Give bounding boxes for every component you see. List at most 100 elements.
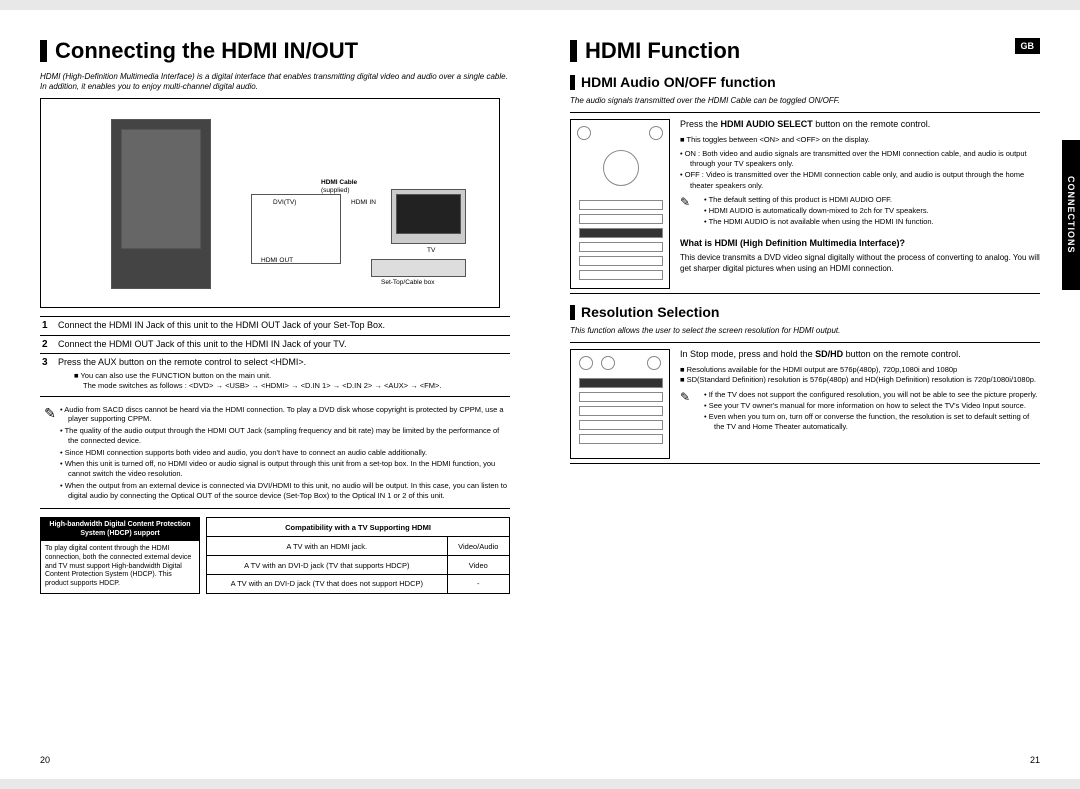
hdcp-box: High-bandwidth Digital Content Protectio… [40, 517, 200, 594]
note-item: The default setting of this product is H… [704, 195, 1040, 205]
note-item: Even when you turn on, turn off or conve… [704, 412, 1040, 432]
what-is-hdmi-heading: What is HDMI (High Definition Multimedia… [680, 238, 1040, 250]
step-num: 3 [42, 357, 58, 392]
step-num: 1 [42, 320, 58, 332]
note-item: HDMI AUDIO is automatically down-mixed t… [704, 206, 1040, 216]
label-tv: TV [427, 247, 435, 254]
manual-spread: Connecting the HDMI IN/OUT HDMI (High-De… [0, 10, 1080, 779]
page-title: HDMI Function [585, 38, 740, 64]
note-list: The default setting of this product is H… [704, 195, 1040, 228]
subnote: The mode switches as follows : <DVD> → <… [74, 381, 508, 391]
step-row: 1 Connect the HDMI IN Jack of this unit … [40, 316, 510, 335]
title-mark [570, 40, 577, 62]
note-block: ✎ Audio from SACD discs cannot be heard … [40, 401, 510, 510]
note-item: Since HDMI connection supports both vide… [60, 448, 510, 458]
note-item: The HDMI AUDIO is not available when usi… [704, 217, 1040, 227]
section-content: Press the HDMI AUDIO SELECT button on th… [680, 119, 1040, 289]
step3-subnotes: You can also use the FUNCTION button on … [74, 371, 508, 391]
label-supplied: (supplied) [321, 187, 350, 194]
subheading-text: Resolution Selection [581, 304, 719, 320]
label-dvi: DVI(TV) [273, 199, 296, 206]
step-text: Connect the HDMI IN Jack of this unit to… [58, 320, 508, 332]
table-cell: A TV with an DVI-D jack (TV that does no… [207, 574, 448, 593]
hdcp-and-table: High-bandwidth Digital Content Protectio… [40, 517, 510, 594]
connection-diagram: HDMI Cable (supplied) TV Set-Top/Cable b… [40, 98, 500, 308]
note-item: If the TV does not support the configure… [704, 390, 1040, 400]
title-mark [40, 40, 47, 62]
page-number: 20 [40, 755, 50, 765]
list-item: OFF : Video is transmitted over the HDMI… [680, 170, 1040, 190]
subheading-resolution: Resolution Selection [570, 304, 1040, 320]
list-item: Resolutions available for the HDMI outpu… [680, 365, 1040, 376]
note-item: See your TV owner's manual for more info… [704, 401, 1040, 411]
divider [570, 342, 1040, 343]
subheading-mark [570, 305, 575, 320]
label-hdmiout: HDMI OUT [261, 257, 293, 264]
page-right: GB CONNECTIONS HDMI Function HDMI Audio … [540, 10, 1080, 779]
table-row: A TV with an DVI-D jack (TV that support… [207, 556, 510, 575]
hdcp-body: To play digital content through the HDMI… [41, 541, 199, 593]
table-cell: Video/Audio [447, 537, 509, 556]
mini-note: ✎ The default setting of this product is… [680, 195, 1040, 232]
note-item: When this unit is turned off, no HDMI vi… [60, 459, 510, 479]
list-item: SD(Standard Definition) resolution is 57… [680, 375, 1040, 386]
title-bar-left: Connecting the HDMI IN/OUT [40, 38, 510, 64]
label-hdmi-cable: HDMI Cable [321, 179, 357, 186]
table-header: Compatibility with a TV Supporting HDMI [207, 518, 510, 537]
section-intro: This function allows the user to select … [570, 326, 1040, 336]
table-cell: - [447, 574, 509, 593]
compat-table: Compatibility with a TV Supporting HDMI … [206, 517, 510, 594]
title-bar-right: HDMI Function [570, 38, 1040, 64]
intro-text: HDMI (High-Definition Multimedia Interfa… [40, 72, 510, 92]
lead-text: In Stop mode, press and hold the SD/HD b… [680, 349, 1040, 361]
step-text: Press the AUX button on the remote contr… [58, 357, 508, 369]
step-row: 3 Press the AUX button on the remote con… [40, 353, 510, 395]
subnote: You can also use the FUNCTION button on … [74, 371, 508, 381]
table-cell: Video [447, 556, 509, 575]
divider [570, 293, 1040, 294]
note-item: The quality of the audio output through … [60, 426, 510, 446]
lead-text: Press the HDMI AUDIO SELECT button on th… [680, 119, 1040, 131]
list-item: ON : Both video and audio signals are tr… [680, 149, 1040, 169]
steps-list: 1 Connect the HDMI IN Jack of this unit … [40, 316, 510, 397]
note-list: If the TV does not support the configure… [704, 390, 1040, 434]
note-icon: ✎ [40, 405, 60, 503]
region-badge: GB [1015, 38, 1041, 54]
page-left: Connecting the HDMI IN/OUT HDMI (High-De… [0, 10, 540, 779]
step-num: 2 [42, 339, 58, 351]
note-icon: ✎ [680, 195, 698, 232]
section-intro: The audio signals transmitted over the H… [570, 96, 1040, 106]
page-number: 21 [1030, 755, 1040, 765]
note-item: When the output from an external device … [60, 481, 510, 501]
step-text: Connect the HDMI OUT Jack of this unit t… [58, 339, 508, 351]
subheading-mark [570, 75, 575, 90]
subheading-text: HDMI Audio ON/OFF function [581, 74, 776, 90]
table-row: A TV with an HDMI jack.Video/Audio [207, 537, 510, 556]
remote-diagram [570, 119, 670, 289]
square-list: Resolutions available for the HDMI outpu… [680, 365, 1040, 386]
note-icon: ✎ [680, 390, 698, 438]
step-row: 2 Connect the HDMI OUT Jack of this unit… [40, 335, 510, 354]
section-body: In Stop mode, press and hold the SD/HD b… [570, 349, 1040, 459]
label-settop: Set-Top/Cable box [381, 279, 434, 286]
table-row: A TV with an DVI-D jack (TV that does no… [207, 574, 510, 593]
section-body: Press the HDMI AUDIO SELECT button on th… [570, 119, 1040, 289]
page-title: Connecting the HDMI IN/OUT [55, 38, 358, 64]
table-cell: A TV with an DVI-D jack (TV that support… [207, 556, 448, 575]
table-cell: A TV with an HDMI jack. [207, 537, 448, 556]
what-is-hdmi-body: This device transmits a DVD video signal… [680, 253, 1040, 275]
remote-diagram [570, 349, 670, 459]
hdcp-header: High-bandwidth Digital Content Protectio… [41, 518, 199, 541]
square-list: This toggles between <ON> and <OFF> on t… [680, 135, 1040, 146]
divider [570, 463, 1040, 464]
note-list: Audio from SACD discs cannot be heard vi… [60, 405, 510, 503]
mini-note: ✎ If the TV does not support the configu… [680, 390, 1040, 438]
list-item: This toggles between <ON> and <OFF> on t… [680, 135, 1040, 146]
section-content: In Stop mode, press and hold the SD/HD b… [680, 349, 1040, 459]
section-tab: CONNECTIONS [1062, 140, 1080, 290]
divider [570, 112, 1040, 113]
label-hdmiin: HDMI IN [351, 199, 376, 206]
note-item: Audio from SACD discs cannot be heard vi… [60, 405, 510, 425]
subheading-audio: HDMI Audio ON/OFF function [570, 74, 1040, 90]
dot-list: ON : Both video and audio signals are tr… [680, 149, 1040, 191]
